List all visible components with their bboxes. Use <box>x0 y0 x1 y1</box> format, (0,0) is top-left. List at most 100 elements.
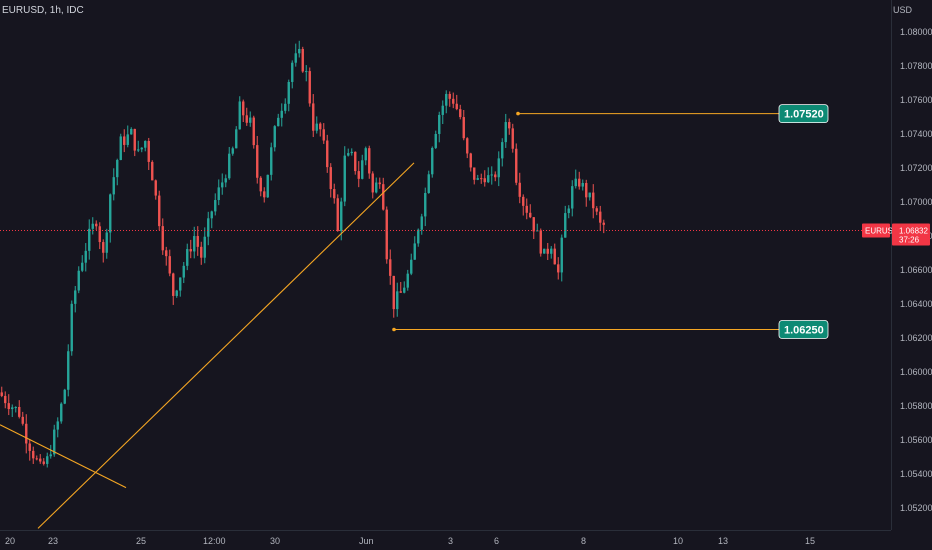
candle-up <box>277 117 280 127</box>
candle-up <box>550 248 553 254</box>
candle-up <box>63 389 66 404</box>
candle-up <box>431 147 434 175</box>
candle-up <box>210 211 213 219</box>
symbol-tag-bg <box>862 223 890 238</box>
candle-down <box>158 195 161 227</box>
price-axis[interactable]: 1.05200 1.05400 1.05600 1.05800 1.06000 1.062… <box>900 27 932 513</box>
candle-up <box>53 429 56 455</box>
time-tick-label: 10 <box>673 536 683 546</box>
candle-up <box>403 287 406 293</box>
candle-down <box>102 242 105 253</box>
candle-down <box>161 226 164 251</box>
candle-up <box>287 81 290 104</box>
resistance-anchor <box>516 111 520 116</box>
time-tick-label: 25 <box>136 536 146 546</box>
candle-up <box>67 351 70 390</box>
time-tick-label: 20 <box>5 536 15 546</box>
candle-down <box>308 71 311 104</box>
candle-down <box>95 223 98 227</box>
candle-up <box>60 403 63 422</box>
time-tick-label: 13 <box>718 536 728 546</box>
candle-up <box>77 270 80 291</box>
candle-up <box>434 133 437 148</box>
time-axis[interactable]: 20 23 25 12:00 30 Jun 3 6 8 10 13 15 <box>5 536 815 546</box>
candle-up <box>501 142 504 159</box>
candle-down <box>529 212 532 218</box>
price-tick-label: 1.08000 <box>900 27 932 37</box>
time-tick-label: 23 <box>48 536 58 546</box>
candle-down <box>452 98 455 104</box>
candle-up <box>567 208 570 214</box>
candle-down <box>469 153 472 168</box>
candle-up <box>186 249 189 266</box>
candle-up <box>56 421 59 430</box>
candle-down <box>322 129 325 141</box>
candle-down <box>21 416 24 424</box>
candle-down <box>592 192 595 209</box>
candle-down <box>389 259 392 276</box>
candle-down <box>459 109 462 118</box>
candle-down <box>189 249 192 252</box>
candle-down <box>133 128 136 151</box>
support-level-label: 1.06250 <box>784 325 824 337</box>
candle-down <box>35 458 38 460</box>
candle-up <box>581 183 584 187</box>
candle-down <box>25 423 28 444</box>
candle-up <box>441 105 444 115</box>
resistance-level-label: 1.07520 <box>784 109 824 121</box>
candle-up <box>112 177 115 195</box>
candle-down <box>368 148 371 174</box>
candle-down <box>154 180 157 196</box>
candle-up <box>294 53 297 63</box>
candle-up <box>266 174 269 198</box>
candle-down <box>147 140 150 162</box>
candle-down <box>466 138 469 154</box>
support-anchor <box>392 327 396 332</box>
candle-down <box>245 115 248 123</box>
time-tick-label: 8 <box>581 536 586 546</box>
candle-down <box>494 174 497 178</box>
candle-up <box>224 178 227 183</box>
candle-up <box>249 117 252 123</box>
candle-up <box>193 236 196 252</box>
candle-up <box>137 149 140 151</box>
candle-down <box>39 458 42 462</box>
candle-down <box>98 226 101 243</box>
candle-up <box>343 155 346 202</box>
price-tick-label: 1.06600 <box>900 265 932 275</box>
candle-up <box>116 159 119 178</box>
candle-down <box>333 189 336 199</box>
candle-down <box>557 264 560 273</box>
candle-up <box>424 193 427 217</box>
candle-down <box>0 392 3 396</box>
candle-up <box>175 290 178 296</box>
time-tick-label: 3 <box>448 536 453 546</box>
support-level-box[interactable] <box>778 320 829 339</box>
resistance-level-box[interactable] <box>778 104 829 123</box>
candle-up <box>497 158 500 178</box>
candle-up <box>91 223 94 229</box>
candle-up <box>305 71 308 73</box>
candle-up <box>438 114 441 134</box>
candle-down <box>480 178 483 180</box>
candle-up <box>543 248 546 254</box>
candle-down <box>301 48 304 72</box>
candle-down <box>336 198 339 231</box>
candle-up <box>560 237 563 273</box>
candle-up <box>14 406 17 408</box>
time-tick-label: Jun <box>359 536 374 546</box>
candle-up <box>105 232 108 253</box>
candle-up <box>144 140 147 148</box>
price-tick-label: 1.07600 <box>900 95 932 105</box>
candle-down <box>595 208 598 212</box>
currency-unit-label: USD <box>892 5 912 15</box>
candle-up <box>410 259 413 274</box>
candle-up <box>235 129 238 149</box>
candle-down <box>319 123 322 130</box>
candle-up <box>291 62 294 82</box>
last-price-countdown: 37:26 <box>899 236 920 245</box>
candle-up <box>406 273 409 288</box>
candle-up <box>231 148 234 154</box>
candle-up <box>238 101 241 130</box>
